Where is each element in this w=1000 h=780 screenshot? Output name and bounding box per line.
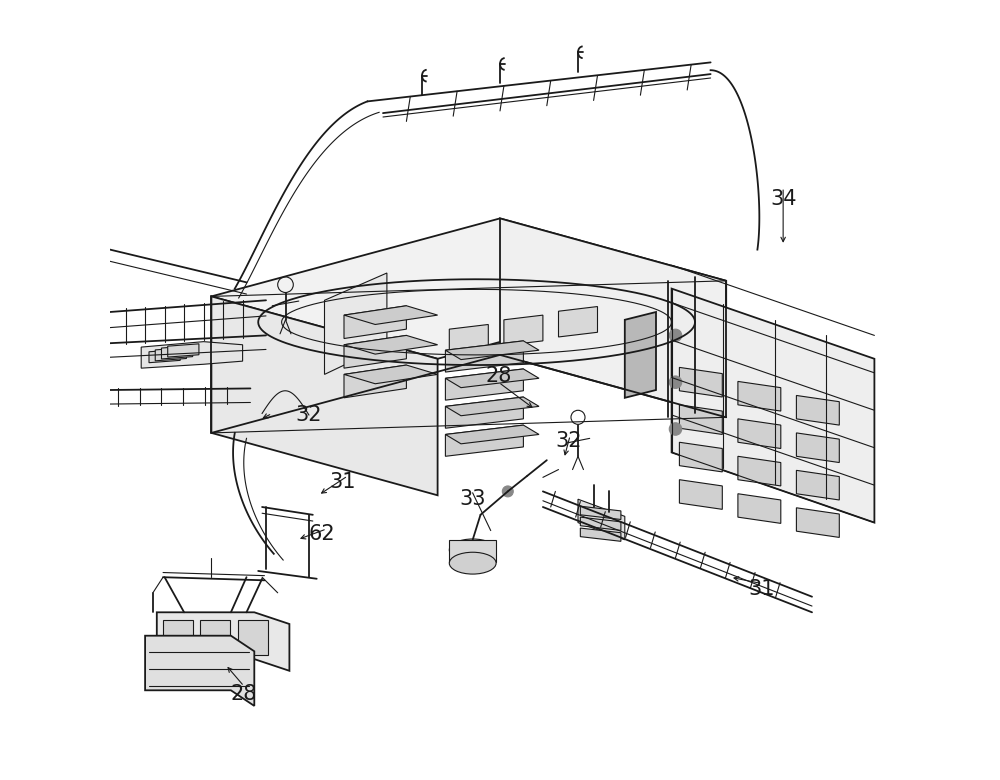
Polygon shape — [163, 620, 193, 655]
Polygon shape — [707, 323, 726, 385]
Text: 31: 31 — [329, 472, 356, 492]
Polygon shape — [344, 335, 406, 368]
Text: 28: 28 — [231, 684, 257, 704]
Polygon shape — [625, 312, 656, 398]
Text: 32: 32 — [296, 405, 322, 425]
Polygon shape — [344, 306, 406, 339]
Polygon shape — [145, 636, 254, 706]
Polygon shape — [168, 344, 199, 357]
Ellipse shape — [449, 552, 496, 574]
Polygon shape — [445, 341, 539, 360]
Polygon shape — [679, 367, 722, 397]
Text: 28: 28 — [485, 366, 512, 386]
Polygon shape — [445, 397, 523, 428]
Text: 34: 34 — [770, 189, 796, 209]
Polygon shape — [344, 365, 406, 398]
Polygon shape — [445, 369, 539, 388]
Polygon shape — [722, 320, 742, 382]
Polygon shape — [161, 346, 193, 359]
Text: 32: 32 — [555, 431, 582, 451]
Polygon shape — [449, 540, 496, 562]
Polygon shape — [580, 506, 621, 519]
Polygon shape — [714, 321, 734, 384]
Polygon shape — [155, 348, 186, 361]
Polygon shape — [445, 341, 523, 372]
Polygon shape — [238, 620, 268, 655]
Polygon shape — [445, 397, 539, 416]
Polygon shape — [558, 307, 598, 337]
Polygon shape — [211, 296, 438, 495]
Text: 31: 31 — [748, 579, 775, 599]
Polygon shape — [672, 289, 874, 523]
Polygon shape — [679, 405, 722, 434]
Polygon shape — [738, 456, 781, 486]
Polygon shape — [679, 480, 722, 509]
Polygon shape — [344, 306, 438, 324]
Polygon shape — [211, 218, 726, 359]
Circle shape — [669, 376, 682, 388]
Polygon shape — [738, 381, 781, 411]
Ellipse shape — [449, 539, 496, 561]
Polygon shape — [796, 395, 839, 425]
Polygon shape — [200, 620, 230, 655]
Polygon shape — [796, 508, 839, 537]
Polygon shape — [445, 369, 523, 400]
Polygon shape — [445, 425, 523, 456]
Polygon shape — [699, 324, 718, 387]
Polygon shape — [796, 470, 839, 500]
Text: 62: 62 — [309, 524, 335, 544]
Polygon shape — [149, 349, 180, 363]
Polygon shape — [344, 365, 438, 384]
Circle shape — [669, 423, 682, 435]
Polygon shape — [445, 425, 539, 444]
Polygon shape — [344, 335, 438, 354]
Text: 33: 33 — [459, 489, 486, 509]
Polygon shape — [578, 499, 625, 540]
Polygon shape — [691, 326, 711, 388]
Polygon shape — [157, 612, 289, 671]
Polygon shape — [449, 324, 488, 355]
Polygon shape — [324, 273, 387, 374]
Polygon shape — [683, 328, 703, 390]
Polygon shape — [580, 528, 621, 541]
Polygon shape — [500, 218, 726, 417]
Polygon shape — [580, 517, 621, 530]
Polygon shape — [679, 442, 722, 472]
Polygon shape — [141, 342, 243, 368]
Polygon shape — [504, 315, 543, 346]
Polygon shape — [738, 494, 781, 523]
Polygon shape — [738, 419, 781, 448]
Circle shape — [502, 486, 513, 497]
Circle shape — [669, 329, 682, 342]
Polygon shape — [796, 433, 839, 463]
